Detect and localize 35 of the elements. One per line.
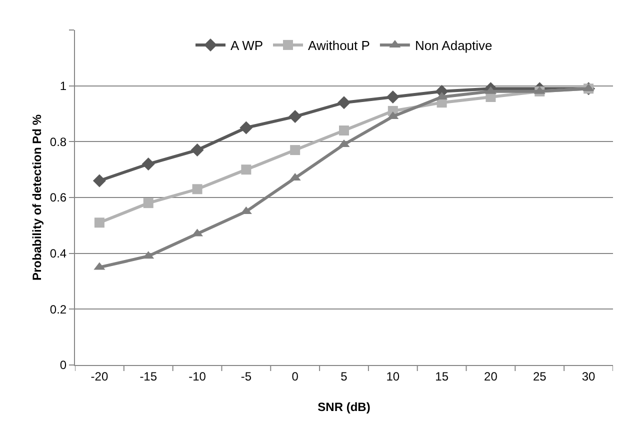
x-tick-label: 20 [484, 369, 498, 384]
y-axis-title: Probability of detection Pd % [30, 114, 44, 281]
x-axis-title: SNR (dB) [318, 400, 370, 414]
point [142, 158, 155, 170]
legend-label: Awithout P [308, 38, 370, 54]
x-tick-label: -10 [188, 369, 206, 384]
point [92, 174, 106, 188]
x-tick-label: 15 [435, 369, 449, 384]
y-tick-label: 0 [60, 358, 67, 372]
point [339, 126, 349, 136]
x-tick-label: -20 [90, 369, 108, 384]
y-tick-label: 0.8 [50, 134, 67, 149]
point [190, 144, 204, 157]
point [240, 121, 253, 134]
point [241, 164, 252, 175]
point [386, 90, 400, 104]
y-tick-label: 1 [60, 79, 67, 94]
point [288, 110, 302, 124]
legend-label: A WP [230, 38, 264, 54]
point [143, 198, 154, 208]
y-tick-label: 0.6 [50, 190, 67, 205]
y-tick-label: 0.4 [50, 246, 67, 261]
legend-label: Non Adaptive [414, 38, 492, 54]
x-tick-label: 5 [340, 369, 348, 384]
x-tick-label: -15 [140, 369, 158, 384]
x-tick-label: -5 [240, 369, 252, 384]
y-tick-label: 0.2 [50, 302, 67, 316]
point [94, 218, 104, 228]
point [192, 184, 202, 194]
x-tick-label: 10 [386, 369, 400, 384]
x-tick-label: 25 [532, 369, 547, 384]
x-tick-label: 0 [292, 369, 299, 384]
x-tick-label: 30 [582, 369, 596, 384]
point [290, 145, 300, 156]
point [338, 96, 350, 110]
